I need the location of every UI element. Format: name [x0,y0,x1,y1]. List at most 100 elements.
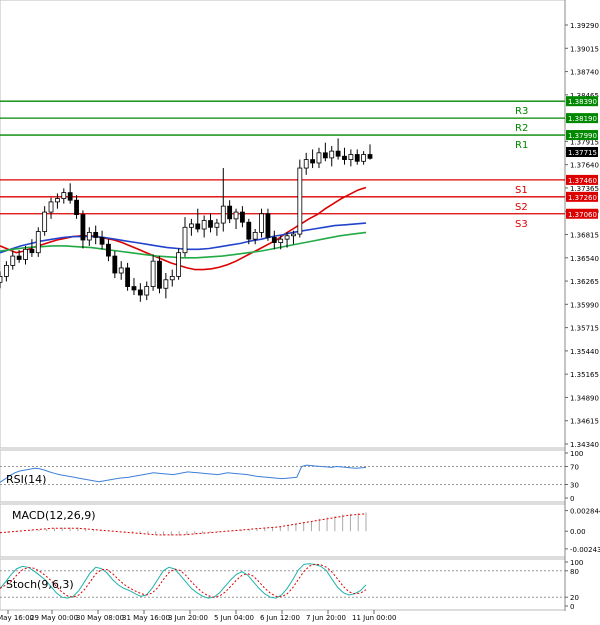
candle-body [3,264,9,277]
candle-body [131,286,137,291]
macd-indicator [0,512,367,536]
candle-body [240,211,245,223]
candle-body [227,205,233,220]
macd-signal-line [0,513,367,536]
candle-body [265,213,271,238]
indicator-tick-label: 20 [570,594,579,602]
indicator-tick-label: 0 [570,495,574,503]
candle-body [93,231,99,238]
candle-body [214,222,220,228]
candle-body [157,260,162,289]
indicator-tick-label: 0.002844 [570,508,600,516]
candle-body [163,279,169,289]
candle-body [271,237,277,243]
stoch-indicator [0,563,565,599]
level-price-box [566,96,598,107]
stoch-main-line [0,563,367,599]
candle-body [35,231,41,254]
level-price-box [566,130,598,141]
level-price-box [566,191,598,202]
candle-body [99,237,105,245]
stoch-signal-line [0,563,367,598]
candle-body [74,199,79,216]
candle-body [220,205,226,224]
candle-body [259,213,264,233]
candle-body [29,248,35,254]
candle-body [291,233,296,237]
candle-body [361,154,367,162]
time-tick-label: 11 Jun 00:00 [352,614,396,622]
moving-average-line [0,186,367,271]
candle-body [233,211,239,220]
candle-body [86,231,92,241]
candle-body [48,201,54,213]
time-tick-label: 3 Jun 20:00 [168,614,208,622]
candle-body [348,154,354,160]
rsi-title: RSI(14) [6,473,46,486]
indicator-tick-label: 0 [570,603,574,611]
candle-body [246,221,252,240]
candle-body [367,154,373,159]
indicator-tick-label: -0.002432 [570,546,600,554]
candle-body [80,214,86,241]
level-price-box [566,174,598,185]
candle-body [284,235,290,240]
price-tick-label: 1.36540 [570,255,599,263]
candle-body [67,192,73,201]
candle-body [188,223,194,228]
candle-body [176,252,182,277]
candle-body [42,211,48,232]
price-tick-label: 1.37640 [570,162,599,170]
price-tick-label: 1.34340 [570,441,599,449]
level-label-s2: S2 [515,202,528,213]
level-price-label: 1.37260 [568,194,597,202]
candle-body [23,248,28,260]
indicator-tick-label: 100 [570,559,583,567]
candle-body [118,267,124,274]
price-tick-label: 1.37365 [570,185,599,193]
price-tick-label: 1.38465 [570,92,599,100]
price-tick-label: 1.34890 [570,394,599,402]
level-label-s3: S3 [515,219,528,230]
time-tick-label: 7 Jun 20:00 [306,614,346,622]
stoch-title: Stoch(9,6,3) [6,578,74,591]
price-tick-label: 1.39290 [570,22,599,30]
candle-body [112,255,118,274]
time-tick-label: 5 Jun 04:00 [214,614,254,622]
candle-body [278,238,284,243]
time-tick-label: 30 May 08:00 [76,614,124,622]
rsi-line [0,464,367,483]
price-tick-label: 1.34615 [570,418,599,426]
indicator-tick-label: 70 [570,464,579,472]
price-axis: 1.39290 1.39015 1.38740 1.38465 1.37915 1.376… [565,22,599,449]
candle-body [316,152,322,164]
price-tick-label: 1.38740 [570,69,599,77]
time-tick-label: 28 May 16:00 [0,614,34,622]
price-tick-label: 1.35715 [570,325,599,333]
time-tick-label: 31 May 16:00 [122,614,170,622]
candle-body [137,289,143,296]
candle-body [55,198,60,203]
candle-body [201,220,207,230]
current-price-box [566,147,598,157]
candle-body [16,255,22,260]
level-price-box [566,208,598,219]
price-tick-label: 1.36815 [570,232,599,240]
pivot-levels: R3 1.38390 R2 1.38190 R1 1.37990 S1 1.37460 S2 1.… [0,96,598,230]
current-price-label: 1.37715 [568,149,597,157]
candle-body [61,192,67,199]
level-price-label: 1.38190 [568,115,597,123]
candle-body [252,231,258,240]
candle-body [195,223,201,230]
candle-body [342,155,347,160]
price-tick-label: 1.37915 [570,138,599,146]
indicator-tick-label: 100 [570,450,583,458]
price-tick-label: 1.35990 [570,301,599,309]
macd-title: MACD(12,26,9) [12,509,96,522]
indicator-tick-label: 80 [570,568,579,576]
level-price-label: 1.37990 [568,132,597,140]
level-label-r2: R2 [515,123,528,134]
